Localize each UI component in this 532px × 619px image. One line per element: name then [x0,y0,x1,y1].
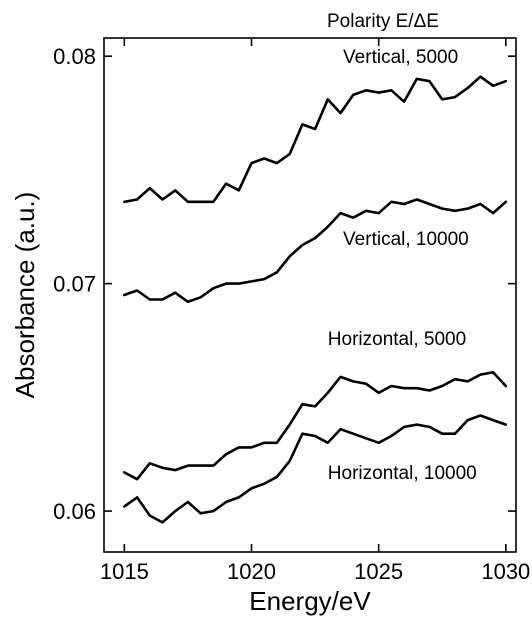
y-axis-label: Absorbance (a.u.) [10,192,40,399]
series-label-3: Horizontal, 5000 [328,329,466,350]
y-tick-label: 0.08 [53,44,96,69]
series-line-3 [123,370,508,481]
plot-frame [103,37,517,553]
series-layer [123,75,508,524]
x-tick-label: 1025 [354,559,403,584]
series-annotations: Vertical, 5000 Vertical, 10000 Horizontal,… [328,47,477,484]
y-tick-label: 0.06 [53,499,96,524]
series-label-2: Vertical, 10000 [343,229,469,250]
series-label-4: Horizontal, 10000 [328,463,477,484]
corner-label: Polarity E/ΔE [327,11,439,32]
x-tick-label: 1020 [227,559,276,584]
axis-ticks: 1015 1020 1025 1030 0.06 0.07 0.08 [53,38,530,584]
series-line-1 [123,75,508,204]
series-label-1: Vertical, 5000 [343,47,458,68]
series-line-4 [123,414,508,524]
x-tick-label: 1015 [100,559,149,584]
x-tick-label: 1030 [481,559,530,584]
series-line-2 [123,198,508,304]
y-tick-label: 0.07 [53,272,96,297]
x-axis-label: Energy/eV [249,586,371,616]
